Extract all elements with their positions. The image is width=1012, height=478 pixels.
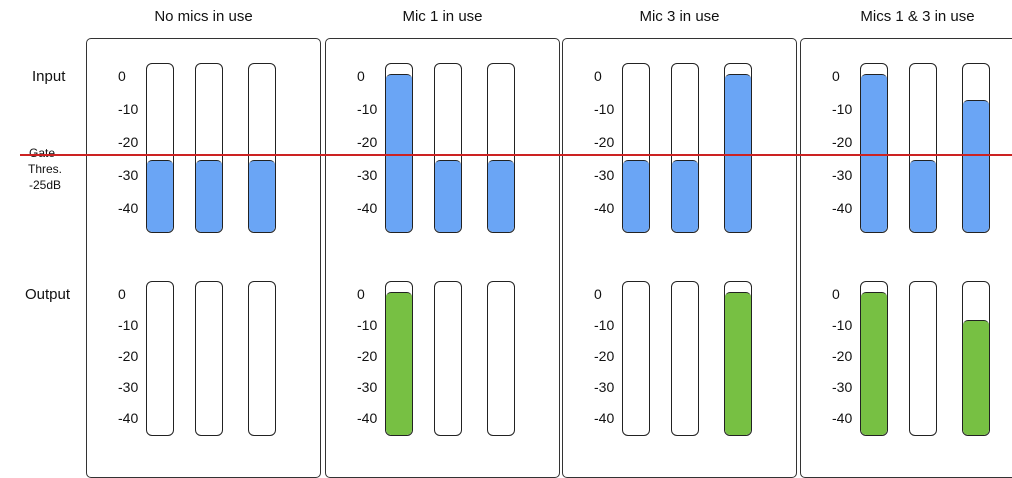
input-scale-tick: -40: [118, 200, 139, 216]
input-scale-tick: -10: [832, 101, 853, 117]
output-level-fill: [963, 320, 989, 435]
output-scale-tick: -40: [594, 410, 615, 426]
input-level-fill: [910, 159, 936, 232]
input-scale-tick: -20: [118, 134, 139, 150]
output-level-meter: [248, 281, 276, 436]
panel-title: Mic 3 in use: [639, 8, 720, 25]
output-scale-tick: 0: [832, 286, 840, 302]
output-level-meter: [195, 281, 223, 436]
input-level-fill: [725, 74, 751, 232]
input-scale-tick: 0: [832, 68, 840, 84]
input-level-meter: [385, 63, 413, 233]
output-level-meter: [622, 281, 650, 436]
input-scale-tick: -30: [594, 167, 615, 183]
input-scale-tick: -40: [594, 200, 615, 216]
output-level-meter: [860, 281, 888, 436]
input-level-meter: [860, 63, 888, 233]
output-level-meter: [671, 281, 699, 436]
output-level-fill: [725, 291, 751, 435]
input-level-meter: [962, 63, 990, 233]
gate-threshold-line: [20, 154, 1012, 156]
input-level-fill: [196, 159, 222, 232]
input-level-fill: [435, 159, 461, 232]
input-scale-tick: -20: [357, 134, 378, 150]
output-scale-tick: -30: [832, 379, 853, 395]
output-scale-tick: -40: [118, 410, 139, 426]
gate-label-line-3: -25dB: [29, 178, 62, 192]
output-level-meter: [146, 281, 174, 436]
input-level-fill: [623, 159, 649, 232]
output-scale-tick: -30: [118, 379, 139, 395]
input-level-meter: [487, 63, 515, 233]
input-scale-tick: -20: [594, 134, 615, 150]
output-scale-tick: -20: [357, 348, 378, 364]
output-scale-tick: -20: [118, 348, 139, 364]
output-level-meter: [724, 281, 752, 436]
input-level-fill: [249, 159, 275, 232]
output-scale-tick: 0: [118, 286, 126, 302]
output-scale-tick: -10: [357, 317, 378, 333]
input-level-meter: [248, 63, 276, 233]
input-level-meter: [622, 63, 650, 233]
output-level-fill: [861, 291, 887, 435]
panel-title: Mics 1 & 3 in use: [860, 8, 975, 25]
input-level-meter: [146, 63, 174, 233]
input-scale-tick: -30: [118, 167, 139, 183]
gate-label-line-2: Thres.: [28, 162, 63, 176]
input-scale-tick: -30: [832, 167, 853, 183]
gate-label-line-1: Gate: [29, 146, 56, 160]
input-level-fill: [386, 74, 412, 232]
input-level-fill: [147, 159, 173, 232]
input-scale-tick: 0: [118, 68, 126, 84]
input-scale-tick: -10: [118, 101, 139, 117]
row-label-input: Input: [32, 68, 66, 85]
input-level-meter: [671, 63, 699, 233]
input-level-meter: [724, 63, 752, 233]
output-scale-tick: 0: [357, 286, 365, 302]
input-level-meter: [434, 63, 462, 233]
gate-threshold-label: Gate Thres. -25dB: [28, 145, 62, 193]
input-scale-tick: -20: [832, 134, 853, 150]
input-level-fill: [672, 159, 698, 232]
input-level-fill: [488, 159, 514, 232]
input-scale-tick: -40: [357, 200, 378, 216]
panel-title: Mic 1 in use: [402, 8, 483, 25]
input-level-fill: [963, 99, 989, 232]
output-level-meter: [962, 281, 990, 436]
input-scale-tick: -30: [357, 167, 378, 183]
input-scale-tick: -10: [357, 101, 378, 117]
output-scale-tick: -30: [357, 379, 378, 395]
output-level-meter: [434, 281, 462, 436]
output-level-meter: [385, 281, 413, 436]
output-level-meter: [487, 281, 515, 436]
output-scale-tick: -40: [832, 410, 853, 426]
output-level-meter: [909, 281, 937, 436]
output-scale-tick: -30: [594, 379, 615, 395]
output-level-fill: [386, 291, 412, 435]
output-scale-tick: -10: [118, 317, 139, 333]
output-scale-tick: -10: [594, 317, 615, 333]
panel-title: No mics in use: [154, 8, 253, 25]
input-level-fill: [861, 74, 887, 232]
output-scale-tick: -10: [832, 317, 853, 333]
output-scale-tick: 0: [594, 286, 602, 302]
input-scale-tick: 0: [594, 68, 602, 84]
row-label-output: Output: [25, 286, 71, 303]
input-scale-tick: -40: [832, 200, 853, 216]
output-scale-tick: -20: [594, 348, 615, 364]
input-scale-tick: 0: [357, 68, 365, 84]
input-level-meter: [195, 63, 223, 233]
input-scale-tick: -10: [594, 101, 615, 117]
input-level-meter: [909, 63, 937, 233]
output-scale-tick: -20: [832, 348, 853, 364]
output-scale-tick: -40: [357, 410, 378, 426]
